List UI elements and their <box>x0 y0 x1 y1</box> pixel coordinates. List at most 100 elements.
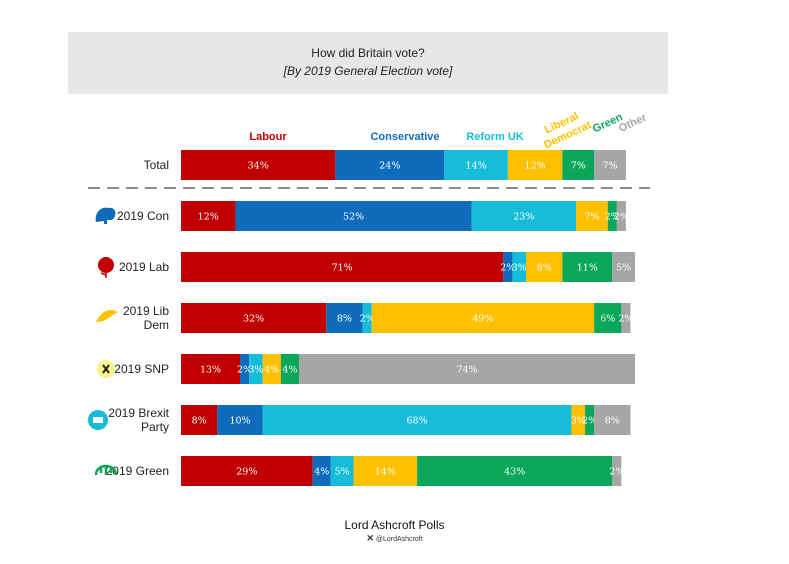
bar-label-total-other: 7% <box>602 161 617 172</box>
bar-label-2019-con-labour: 12% <box>198 212 219 223</box>
bar-2019-lab-conservative <box>503 252 513 282</box>
bar-label-2019-brexit-party-reform-uk: 68% <box>407 416 428 427</box>
bar-label-2019-snp-conservative: 2% <box>237 365 252 376</box>
bar-2019-green-liberal-democrat <box>353 456 418 486</box>
bar-2019-lab-reform-uk <box>512 252 527 282</box>
bar-label-2019-lab-other: 5% <box>616 263 631 274</box>
labour-rose-icon <box>98 257 114 273</box>
bar-total-conservative <box>335 150 445 180</box>
source-label: Lord Ashcroft Polls <box>344 518 445 532</box>
bar-label-total-liberal-democrat: 12% <box>525 161 546 172</box>
row-label-total: Total <box>144 158 169 172</box>
bar-2019-snp-reform-uk <box>249 354 263 384</box>
bar-2019-brexit-party-green <box>585 405 595 435</box>
bar-label-2019-con-other: 2% <box>614 212 629 223</box>
bar-label-2019-lib-dem-conservative: 8% <box>337 314 352 325</box>
bar-label-2019-con-conservative: 52% <box>343 212 364 223</box>
title-box: How did Britain vote? [By 2019 General E… <box>68 32 668 94</box>
bar-label-2019-lab-green: 11% <box>577 263 598 274</box>
row-label-2019-lib-dem-line-2: Dem <box>144 318 169 332</box>
bar-2019-lab-other <box>612 252 635 282</box>
bar-label-2019-green-conservative: 4% <box>314 467 329 478</box>
row-label-2019-brexit-party-line-1: 2019 Brexit <box>108 406 169 420</box>
twitter-handle: ✕ @LordAshcroft <box>0 533 789 544</box>
bar-label-2019-brexit-party-green: 2% <box>582 416 597 427</box>
bar-2019-brexit-party-liberal-democrat <box>571 405 586 435</box>
row-label-2019-lib-dem-line-1: 2019 Lib <box>123 304 169 318</box>
bar-label-2019-snp-other: 74% <box>456 365 477 376</box>
bar-2019-con-conservative <box>235 201 472 231</box>
bar-2019-con-reform-uk <box>471 201 576 231</box>
bar-2019-snp-green <box>280 354 300 384</box>
bar-label-2019-green-green: 43% <box>504 467 525 478</box>
legend-reform-uk: Reform UK <box>466 131 524 143</box>
bar-2019-snp-labour <box>181 354 241 384</box>
bar-2019-lab-green <box>562 252 613 282</box>
bar-2019-green-conservative <box>312 456 331 486</box>
bar-2019-lab-liberal-democrat <box>526 252 563 282</box>
bar-2019-green-labour <box>181 456 313 486</box>
bar-2019-brexit-party-labour <box>181 405 218 435</box>
bar-2019-snp-other <box>299 354 635 384</box>
bar-2019-green-green <box>417 456 613 486</box>
bar-label-2019-lab-reform-uk: 3% <box>512 263 527 274</box>
bar-2019-brexit-party-reform-uk <box>262 405 572 435</box>
row-label-2019-green: 2019 Green <box>106 464 169 478</box>
bar-2019-brexit-party-other <box>594 405 631 435</box>
bar-label-2019-lib-dem-labour: 32% <box>243 314 264 325</box>
bar-2019-lib-dem-green <box>594 303 622 333</box>
bar-label-2019-green-reform-uk: 5% <box>335 467 350 478</box>
bar-label-2019-con-liberal-democrat: 7% <box>584 212 599 223</box>
bar-label-2019-green-liberal-democrat: 14% <box>375 467 396 478</box>
bar-label-2019-lab-liberal-democrat: 8% <box>537 263 552 274</box>
row-label-2019-snp: 2019 SNP <box>114 362 169 376</box>
bar-label-2019-green-other: 2% <box>609 467 624 478</box>
bar-2019-lib-dem-conservative <box>326 303 363 333</box>
bar-2019-green-other <box>612 456 622 486</box>
bar-label-2019-brexit-party-liberal-democrat: 3% <box>571 416 586 427</box>
bar-2019-brexit-party-conservative <box>217 405 263 435</box>
chart-subtitle: [By 2019 General Election vote] <box>283 64 453 78</box>
bar-label-2019-snp-labour: 13% <box>200 365 221 376</box>
bar-label-2019-green-labour: 29% <box>236 467 257 478</box>
x-logo-icon: ✕ <box>366 533 374 543</box>
bar-2019-con-green <box>607 201 617 231</box>
bar-2019-lib-dem-liberal-democrat <box>371 303 595 333</box>
bar-label-total-conservative: 24% <box>379 161 400 172</box>
bar-2019-con-liberal-democrat <box>575 201 608 231</box>
bar-label-2019-brexit-party-other: 8% <box>605 416 620 427</box>
bar-label-total-green: 7% <box>571 161 586 172</box>
bar-label-2019-snp-reform-uk: 3% <box>248 365 263 376</box>
bar-label-2019-brexit-party-labour: 8% <box>192 416 207 427</box>
labour-rose-stem <box>100 272 107 278</box>
chart-title: How did Britain vote? <box>311 46 425 60</box>
row-label-2019-con: 2019 Con <box>117 209 169 223</box>
bar-2019-lib-dem-labour <box>181 303 327 333</box>
libdem-bird-icon <box>96 310 118 322</box>
bar-label-2019-lib-dem-liberal-democrat: 49% <box>472 314 493 325</box>
conservative-tree-icon <box>95 207 116 224</box>
bar-label-total-labour: 34% <box>248 161 269 172</box>
twitter-handle-text: @LordAshcroft <box>375 536 423 543</box>
bar-total-labour <box>181 150 336 180</box>
bar-2019-con-labour <box>181 201 236 231</box>
row-label-2019-lab: 2019 Lab <box>119 260 169 274</box>
bar-2019-snp-liberal-democrat <box>262 354 281 384</box>
bar-label-2019-con-reform-uk: 23% <box>513 212 534 223</box>
bar-total-reform-uk <box>444 150 508 180</box>
bar-label-2019-lab-labour: 71% <box>332 263 353 274</box>
bar-total-other <box>594 150 626 180</box>
snp-icon-mark <box>102 364 110 374</box>
bar-label-2019-lib-dem-reform-uk: 2% <box>360 314 375 325</box>
bar-label-2019-brexit-party-conservative: 10% <box>229 416 250 427</box>
row-label-2019-brexit-party-line-2: Party <box>141 420 169 434</box>
bar-label-2019-snp-green: 4% <box>282 365 297 376</box>
bar-total-green <box>562 150 595 180</box>
bar-2019-con-other <box>616 201 626 231</box>
legend-other: Other <box>617 111 649 135</box>
brexit-party-icon-mark <box>93 417 103 423</box>
green-party-icon <box>94 464 118 476</box>
bar-label-2019-lab-conservative: 2% <box>500 263 515 274</box>
bar-2019-green-reform-uk <box>330 456 354 486</box>
